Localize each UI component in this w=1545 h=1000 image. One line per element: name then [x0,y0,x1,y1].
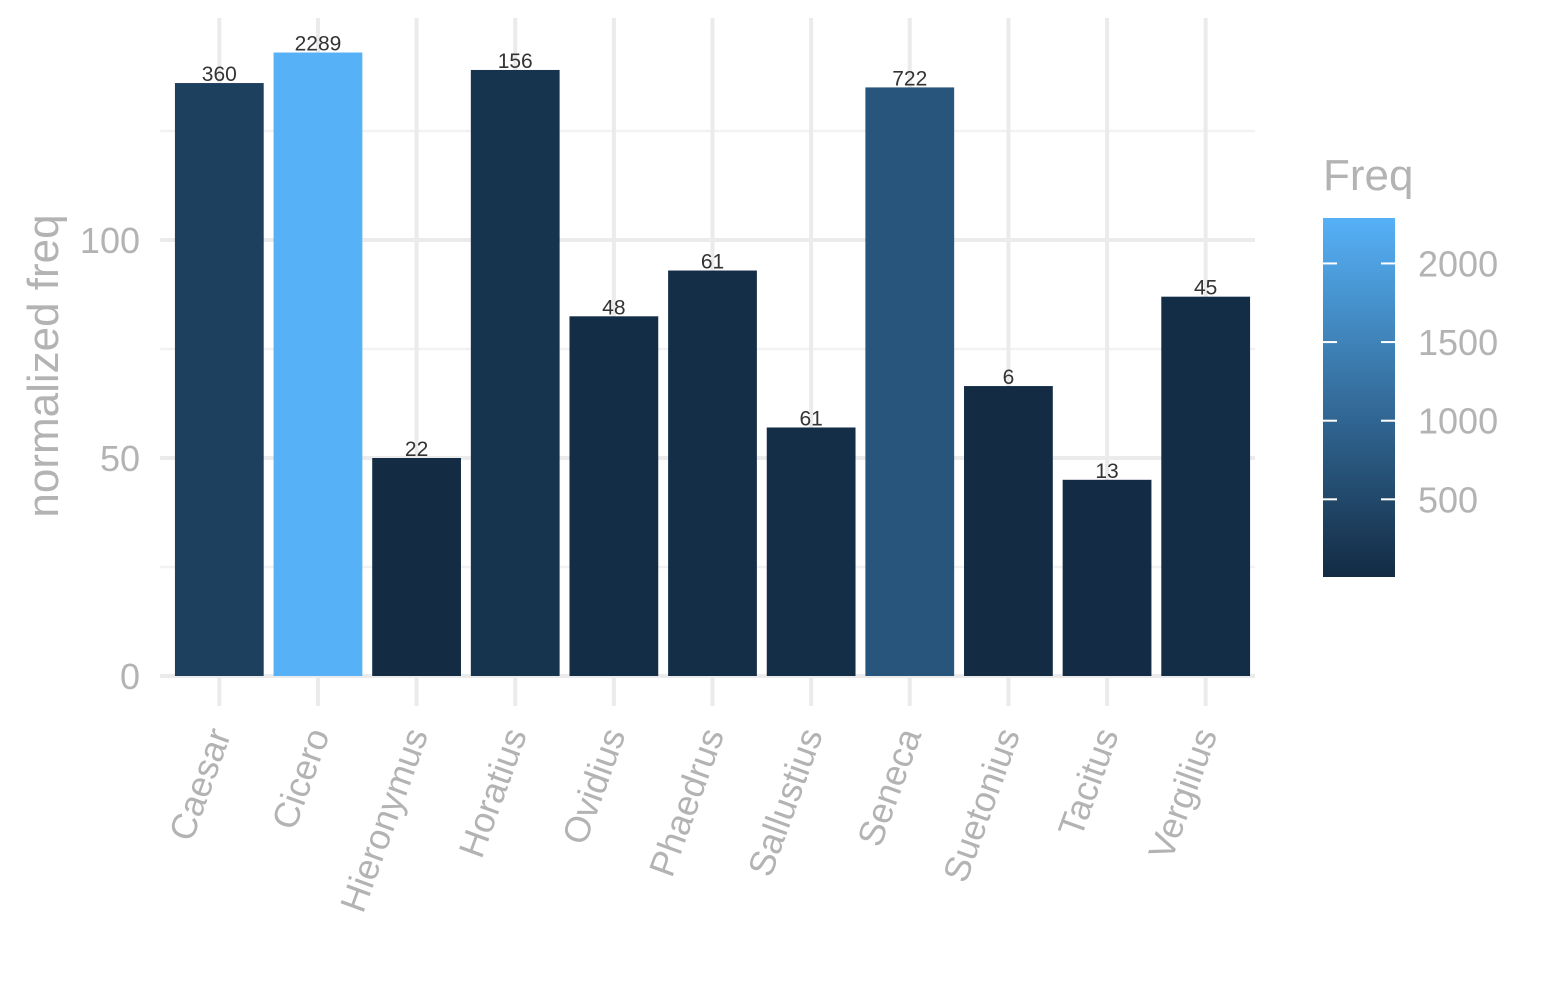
bar-vergilius [1161,296,1251,676]
bar-value-label: 156 [498,50,533,73]
bar-value-label: 22 [405,438,428,461]
x-tick-label: Horatius [450,723,534,863]
bar-cicero [273,52,363,676]
x-tick-label: Vergilius [1140,723,1225,865]
x-tick-label: Tacitus [1050,723,1127,842]
color-legend: Freq 500 1000 1500 2000 [1323,151,1498,577]
x-tick-label: Suetonius [935,723,1028,887]
bar-value-label: 61 [701,251,724,274]
bar-ovidius [569,316,659,676]
y-tick-label: 0 [120,656,140,697]
bars [174,52,1251,677]
bar-sallustius [766,427,856,676]
bar-value-label: 61 [799,407,822,430]
bar-value-label: 6 [1003,366,1015,389]
x-tick-label: Cicero [263,723,337,835]
legend-title: Freq [1323,151,1413,200]
legend-colorbar [1323,218,1395,577]
bar-horatius [470,69,560,676]
bar-tacitus [1062,479,1152,676]
bar-caesar [174,83,264,677]
y-axis-label: normalized freq [19,214,68,517]
bar-value-label: 722 [892,67,927,90]
bar-seneca [865,87,955,676]
legend-ticks: 500 1000 1500 2000 [1323,243,1498,520]
x-tick-label: Ovidius [554,723,634,850]
y-tick-label: 100 [80,220,140,261]
legend-tick-label: 1000 [1418,401,1498,442]
bar-value-labels: 360 2289 22 156 48 61 61 722 6 13 45 [202,33,1218,483]
x-tick-label: Phaedrus [641,723,732,882]
bar-hieronymus [372,458,461,676]
bar-value-label: 48 [602,296,625,319]
bar-value-label: 360 [202,63,237,86]
bar-value-label: 45 [1194,277,1217,300]
y-axis: 0 50 100 [80,220,140,697]
bar-value-label: 13 [1095,460,1118,483]
legend-tick-label: 1500 [1418,322,1498,363]
bar-phaedrus [668,270,757,676]
x-tick-label: Caesar [161,723,239,846]
bar-suetonius [964,386,1053,676]
bar-value-label: 2289 [295,33,342,56]
legend-tick-label: 500 [1418,479,1478,520]
y-tick-label: 50 [100,438,140,479]
x-tick-label: Seneca [849,722,930,852]
x-tick-label: Hieronymus [332,723,436,918]
legend-tick-label: 2000 [1418,243,1498,284]
x-tick-label: Sallustius [739,723,830,882]
